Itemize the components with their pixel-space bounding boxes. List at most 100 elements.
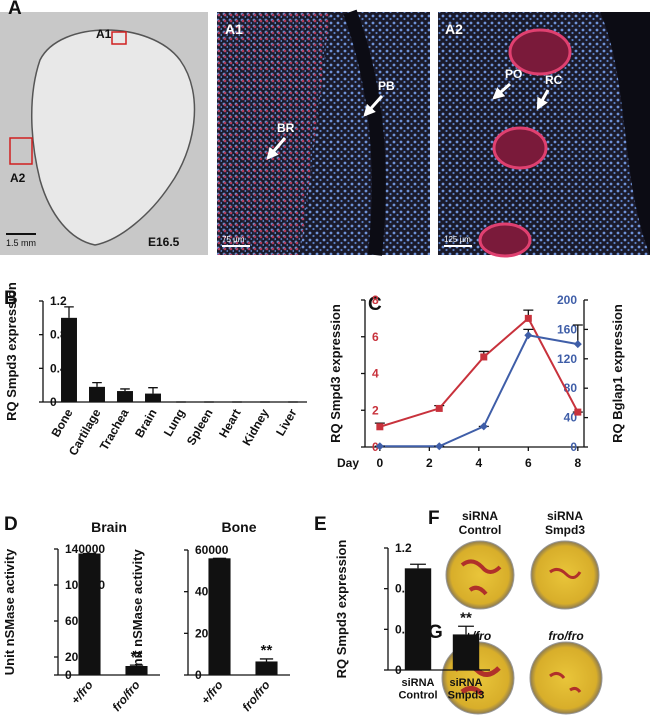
x-tick-label: Kidney xyxy=(239,406,271,448)
error-bar xyxy=(259,658,274,662)
x-tick-label: Spleen xyxy=(184,407,216,448)
scale-label: 125 µm xyxy=(444,235,471,244)
y-tick-label: 0 xyxy=(570,440,577,454)
dish-label: fro/fro xyxy=(548,629,583,643)
marker xyxy=(435,442,444,451)
bar xyxy=(208,558,231,675)
x-tick-label: Lung xyxy=(161,407,188,439)
dish-label: siRNA Smpd3 xyxy=(545,509,585,537)
x-tick-label: 6 xyxy=(525,456,532,470)
x-tick-label: 8 xyxy=(574,456,581,470)
error-bar xyxy=(129,664,144,666)
arrow xyxy=(536,89,550,111)
ossification-center xyxy=(508,28,572,76)
marker xyxy=(524,331,533,340)
bar xyxy=(145,393,161,402)
y-tick-label: 6 xyxy=(372,330,379,344)
chart-title: Brain xyxy=(91,519,127,535)
x-tick-label: fro/fro xyxy=(239,678,272,714)
image-label: PB xyxy=(378,79,395,93)
y-tick-label: 140000 xyxy=(65,542,105,556)
stain xyxy=(460,559,502,596)
y-tick-label: 120 xyxy=(557,352,577,366)
y-axis-label: RQ Smpd3 expression xyxy=(334,540,349,679)
marker xyxy=(574,408,582,416)
marker xyxy=(480,353,488,361)
y-tick-label: 1.2 xyxy=(395,541,412,555)
error-bar xyxy=(120,388,130,392)
y-tick-label: 4 xyxy=(372,367,379,381)
x-tick-label: Bone xyxy=(48,406,75,439)
dish-label: siRNA Control xyxy=(459,509,502,537)
scale-label: 75 µm xyxy=(222,235,245,244)
bar xyxy=(78,553,101,675)
a2-dark-region xyxy=(600,12,650,255)
image-label: RC xyxy=(545,73,563,87)
roi-label: A1 xyxy=(96,27,112,41)
annotation: ** xyxy=(131,648,143,665)
y-tick-label: 1.2 xyxy=(50,294,67,308)
y-axis-label: RQ Bglap1 expression xyxy=(610,304,625,443)
stage-label: E16.5 xyxy=(148,235,180,249)
chart-title: Bone xyxy=(222,519,257,535)
image-title: A1 xyxy=(225,21,243,37)
error-bar xyxy=(148,387,158,394)
y-axis-label: RQ Smpd3 expression xyxy=(328,304,343,443)
stain xyxy=(549,671,582,693)
x-tick-label: siRNA Smpd3 xyxy=(448,677,485,702)
ossification-center xyxy=(478,222,532,258)
marker xyxy=(375,442,384,451)
marker xyxy=(524,314,532,322)
bar xyxy=(452,634,480,670)
marker xyxy=(573,340,582,349)
error-bar xyxy=(410,563,426,569)
marker xyxy=(479,422,488,431)
error-bar xyxy=(64,306,74,318)
panel-letter: B xyxy=(4,288,18,309)
bar xyxy=(255,661,278,675)
image-title: A2 xyxy=(445,21,463,37)
arrow xyxy=(492,82,511,100)
roi-label: A2 xyxy=(10,171,26,185)
y-tick-label: 2 xyxy=(372,403,379,417)
panel-letter: F xyxy=(428,508,440,529)
y-tick-label: 0 xyxy=(65,668,72,682)
x-axis-label: Day xyxy=(337,456,359,470)
panel-letter: A xyxy=(8,0,22,19)
ossification-center xyxy=(492,126,548,170)
y-tick-label: 0 xyxy=(395,663,402,677)
image-label: BR xyxy=(277,121,295,135)
arrow xyxy=(363,94,384,117)
image-label: PO xyxy=(505,67,522,81)
annotation: ** xyxy=(261,642,273,659)
dish xyxy=(445,540,515,610)
marker xyxy=(376,423,384,431)
y-axis-label: Unit nSMase activity xyxy=(130,549,145,676)
embryo xyxy=(31,29,196,246)
x-tick-label: 2 xyxy=(426,456,433,470)
roi-box xyxy=(9,137,33,165)
marker xyxy=(435,404,443,412)
roi-box xyxy=(111,31,127,45)
x-tick-label: Brain xyxy=(132,407,159,441)
a1-dark-band xyxy=(343,9,386,256)
error-bar xyxy=(92,381,102,387)
annotation: ** xyxy=(460,609,472,626)
bar xyxy=(117,391,133,402)
a1-bone-region xyxy=(217,12,330,255)
y-axis-label: Unit nSMase activity xyxy=(2,548,17,675)
x-tick-label: siRNA Control xyxy=(398,677,437,702)
x-tick-label: +/fro xyxy=(198,678,226,707)
stain xyxy=(549,567,582,579)
panel-f: siRNA Control siRNA Smpd3 xyxy=(445,509,600,610)
panel-letter: G xyxy=(428,622,443,643)
bar xyxy=(125,666,148,675)
x-tick-label: Heart xyxy=(216,407,243,441)
error-bar xyxy=(458,625,474,635)
y-tick-label: 0 xyxy=(372,440,379,454)
x-tick-label: 0 xyxy=(377,456,384,470)
y-tick-label: 0 xyxy=(50,395,57,409)
bar xyxy=(89,386,105,402)
x-tick-label: +/fro xyxy=(68,678,96,707)
